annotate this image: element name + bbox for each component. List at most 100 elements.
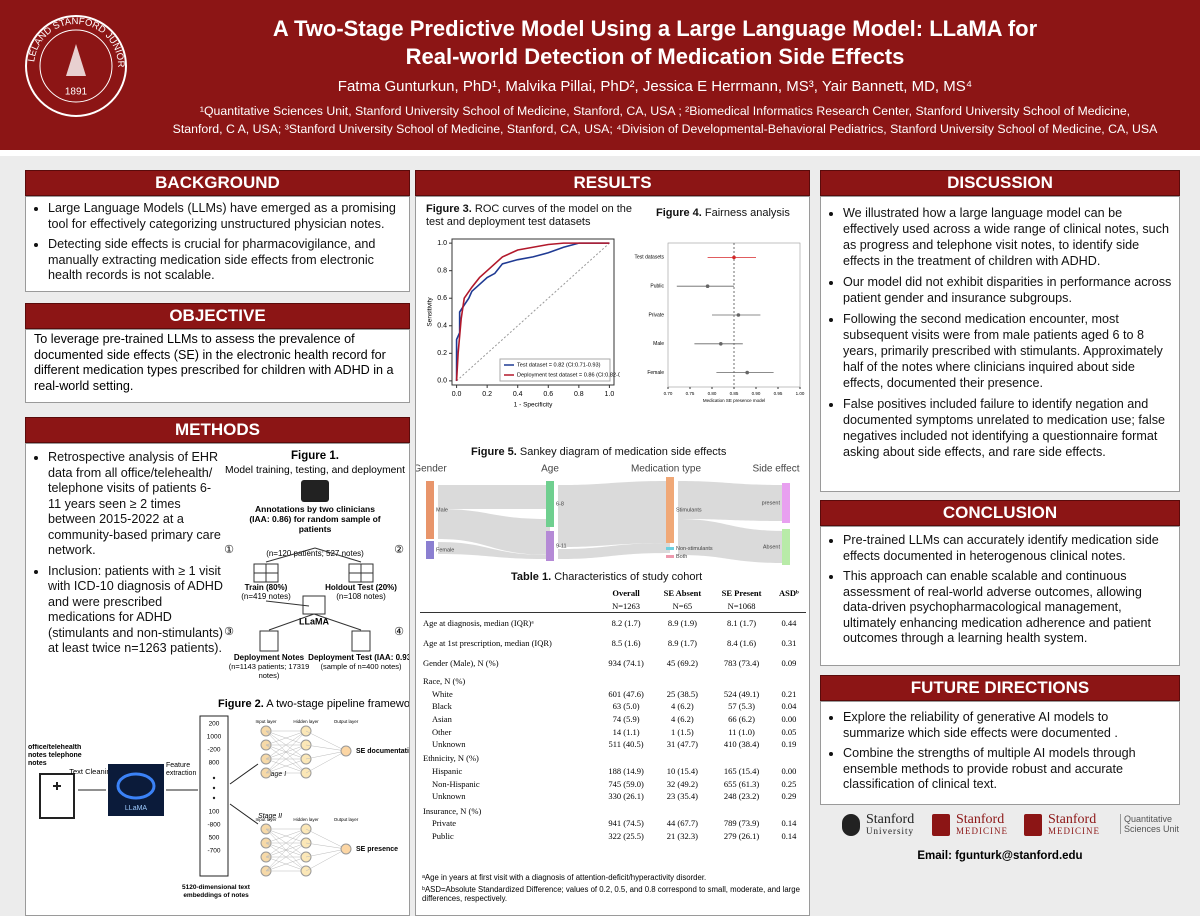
section-body: We illustrated how a large language mode…: [820, 196, 1180, 492]
table-cell: 11 (1.0): [728, 726, 755, 737]
table-cell: 31 (47.7): [666, 739, 698, 750]
bullet: Pre-trained LLMs can accurately identify…: [843, 533, 1173, 564]
table-header-cell: [772, 600, 806, 613]
section-heading: METHODS: [25, 417, 410, 443]
arrow: [265, 600, 310, 607]
table-cell: 789 (73.9): [723, 818, 760, 829]
label: Test datasets: [635, 255, 665, 261]
table-cell: 783 (73.4): [723, 658, 760, 669]
table-cell: 0.21: [781, 688, 797, 699]
label: Both: [676, 554, 687, 560]
table-header-row: N=1263 N=65 N=1068: [420, 600, 806, 613]
label: 1000: [207, 734, 222, 741]
sankey-node: [426, 481, 434, 539]
caption-bold: Figure 3.: [426, 203, 472, 215]
table-cell: Unknown: [432, 739, 466, 750]
table-cell: 0.00: [781, 766, 797, 777]
edge: [265, 856, 307, 872]
table-header-cell: N=65: [672, 600, 693, 611]
figure: Gender Age Medication type Side effect Male F…: [416, 464, 800, 565]
table-cell: 57 (5.3): [728, 701, 755, 712]
logo-mark: [842, 814, 860, 836]
caption-bold: Figure 1.: [291, 450, 339, 462]
flow: [558, 481, 670, 547]
logo-line1: Stanford: [866, 812, 915, 827]
emb-box: 5120-dimensional text embeddings of note…: [182, 884, 250, 899]
table-group: Insurance, N (%): [423, 805, 482, 816]
logo-line1: Stanford: [956, 812, 1005, 827]
label: Deployment Notes: [234, 653, 305, 662]
arrow: [268, 613, 315, 631]
point: [719, 342, 723, 346]
table-cell: 14 (1.1): [612, 726, 640, 737]
flow: [678, 519, 786, 563]
table-header-cell: ASDᵇ: [779, 588, 799, 599]
point: [705, 284, 710, 288]
flow: [678, 481, 786, 521]
table-cell: 4 (6.2): [671, 713, 694, 724]
sankey-node: [546, 531, 554, 561]
bullet: Explore the reliability of generative AI…: [843, 710, 1173, 741]
table-cell: 44 (67.7): [666, 818, 698, 829]
llama-icon: [302, 595, 326, 615]
affiliation: ¹Quantitative Sciences Unit, Stanford Un…: [199, 104, 1131, 118]
table-cell: 8.2 (1.7): [611, 618, 641, 629]
section-body: Explore the reliability of generative AI…: [820, 701, 1180, 805]
doc-icon: [39, 773, 75, 819]
label: 1891: [65, 87, 88, 98]
section-heading: OBJECTIVE: [25, 303, 410, 329]
table-cell: 0.31: [781, 638, 797, 649]
point: [736, 313, 741, 317]
logo-mark: [1024, 814, 1042, 836]
sankey-node: [666, 555, 674, 558]
annotation-box: Annotations by two clinicians (IAA: 0.86…: [249, 504, 380, 534]
edge: [265, 730, 307, 760]
label: 0.70: [664, 391, 673, 396]
table-row: Public 322 (25.5) 21 (32.3) 279 (26.1) 0.14: [420, 829, 806, 842]
table-cell: 21 (32.3): [666, 830, 698, 841]
section-body: To leverage pre-trained LLMs to assess t…: [25, 329, 410, 403]
title: Real-world Detection of Medication Side …: [405, 44, 905, 69]
bullet: Inclusion: patients with ≥ 1 visit with …: [48, 564, 223, 657]
edge: [265, 828, 307, 844]
table-cell: 941 (74.5): [608, 818, 644, 829]
table-header-cell: [420, 600, 599, 613]
bullet-list: Retrospective analysis of EHR data from …: [26, 444, 229, 657]
sankey-node: [782, 483, 790, 523]
bullet-list: Large Language Models (LLMs) have emerge…: [26, 197, 409, 284]
point: [745, 370, 749, 375]
section-body: Figure 3. ROC curves of the model on the…: [415, 196, 810, 916]
label: 0.85: [730, 391, 739, 396]
bullet: This approach can enable scalable and co…: [843, 569, 1173, 647]
table-group: Ethnicity, N (%): [423, 753, 479, 764]
label: 0.8: [437, 268, 447, 275]
edge: [305, 848, 347, 872]
extraction: Feature extraction: [166, 762, 197, 777]
label: Hidden layer: [293, 719, 319, 724]
label: 0.0: [437, 378, 447, 385]
section-heading: FUTURE DIRECTIONS: [820, 675, 1180, 701]
table-cell: 0.19: [781, 739, 797, 750]
logo-line2: University: [866, 826, 914, 836]
table-cell: 8.9 (1.7): [667, 638, 697, 649]
arrow: [229, 763, 259, 825]
section-heading: BACKGROUND: [25, 170, 410, 196]
label: Input layer: [255, 817, 277, 822]
section-heading: RESULTS: [415, 170, 810, 196]
caption-bold: Table 1.: [511, 571, 552, 583]
table-cell: 45 (69.2): [666, 658, 698, 669]
edge: [265, 842, 307, 872]
table-cell: Other: [432, 726, 452, 737]
table-row: Non-Hispanic 745 (59.0) 32 (49.2) 655 (61.3…: [420, 777, 806, 790]
bullet: Following the second medication encounte…: [843, 311, 1173, 391]
label: 0.95: [774, 391, 783, 396]
cross: [53, 782, 61, 790]
label: Absent: [763, 544, 781, 550]
label: Output layer: [334, 817, 359, 822]
label: Holdout Test (20%): [325, 583, 397, 592]
sankey-node: [666, 547, 674, 550]
caption-text: Sankey diagram of medication side effect…: [516, 446, 727, 458]
seal-ring: [39, 29, 113, 103]
objective-text: To leverage pre-trained LLMs to assess t…: [34, 332, 394, 393]
